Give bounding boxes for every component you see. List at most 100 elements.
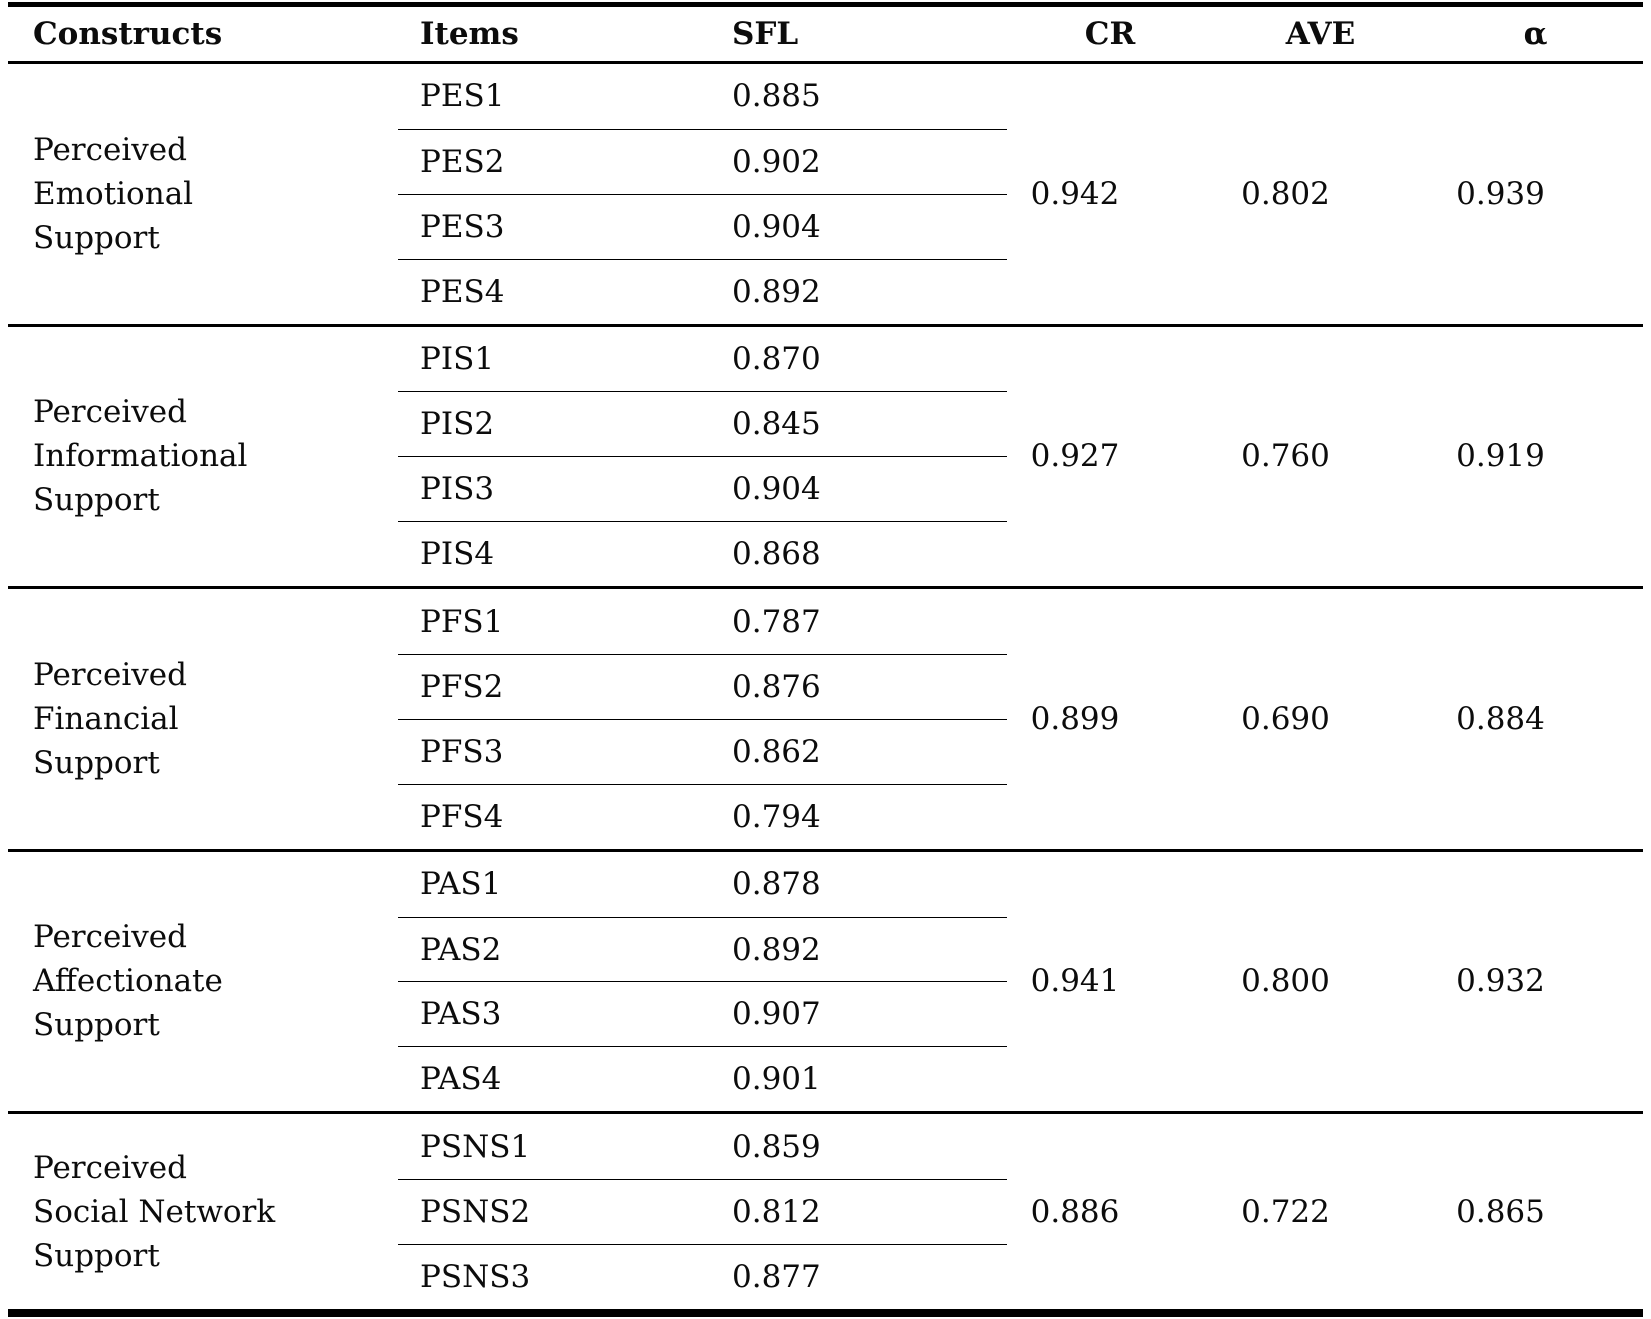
item-sfl-cell: 0.794 <box>732 798 821 835</box>
construct-line: Perceived <box>33 131 187 168</box>
item-id-cell: PSNS3 <box>420 1258 531 1295</box>
item-id-cell: PIS3 <box>420 471 495 508</box>
construct-line: Emotional <box>33 175 194 212</box>
item-row: PSNS3 0.877 <box>398 1244 1007 1309</box>
item-row: PES4 0.892 <box>398 258 1007 324</box>
section-perceived-affectionate-support: Perceived Affectionate Support PAS1 0.87… <box>8 848 1643 1112</box>
item-id-cell: PAS3 <box>420 996 502 1033</box>
ave-value: 0.802 <box>1241 175 1330 212</box>
item-row: PIS2 0.845 <box>398 391 1007 456</box>
item-sfl-cell: 0.902 <box>732 143 821 180</box>
item-id-cell: PAS4 <box>420 1061 502 1098</box>
item-row: PES1 0.885 <box>398 64 1007 129</box>
section-perceived-social-network-support: Perceived Social Network Support PSNS1 0… <box>8 1111 1643 1309</box>
construct-line: Support <box>33 219 160 256</box>
items-subtable: PSNS1 0.859 PSNS2 0.812 PSNS3 0.877 <box>398 1114 1007 1309</box>
item-id-cell: PES1 <box>420 78 505 115</box>
item-row: PFS2 0.876 <box>398 654 1007 719</box>
item-row: PSNS2 0.812 <box>398 1179 1007 1244</box>
alpha-value: 0.939 <box>1456 175 1545 212</box>
items-subtable: PAS1 0.878 PAS2 0.892 PAS3 0.907 PAS4 0.… <box>398 852 1007 1112</box>
item-id-cell: PIS2 <box>420 406 495 443</box>
header-alpha: α <box>1523 16 1548 52</box>
header-cr: CR <box>1084 16 1136 52</box>
construct-line: Informational <box>33 438 248 475</box>
construct-line: Affectionate <box>33 963 223 1000</box>
header-constructs: Constructs <box>33 16 223 52</box>
header-items: Items <box>420 16 519 52</box>
item-row: PIS1 0.870 <box>398 327 1007 392</box>
item-row: PSNS1 0.859 <box>398 1114 1007 1179</box>
header-ave: AVE <box>1285 16 1356 52</box>
item-sfl-cell: 0.892 <box>732 273 821 310</box>
table-header-row: Constructs Items SFL CR AVE α <box>8 7 1643 64</box>
item-id-cell: PAS1 <box>420 866 502 903</box>
construct-name: Perceived Social Network Support <box>8 1114 398 1309</box>
items-subtable: PFS1 0.787 PFS2 0.876 PFS3 0.862 PFS4 0.… <box>398 589 1007 849</box>
section-perceived-informational-support: Perceived Informational Support PIS1 0.8… <box>8 323 1643 587</box>
item-id-cell: PFS3 <box>420 733 504 770</box>
header-sfl: SFL <box>732 16 799 52</box>
item-sfl-cell: 0.876 <box>732 668 821 705</box>
item-sfl-cell: 0.845 <box>732 406 821 443</box>
construct-line: Support <box>33 482 160 519</box>
construct-line: Perceived <box>33 656 187 693</box>
construct-line: Support <box>33 744 160 781</box>
construct-line: Social Network <box>33 1193 276 1230</box>
item-sfl-cell: 0.787 <box>732 603 821 640</box>
item-row: PFS3 0.862 <box>398 718 1007 784</box>
construct-line: Support <box>33 1007 160 1044</box>
cr-value: 0.899 <box>1030 700 1120 737</box>
cr-value: 0.942 <box>1030 175 1120 212</box>
construct-line: Perceived <box>33 919 187 956</box>
ave-value: 0.690 <box>1241 700 1330 737</box>
item-sfl-cell: 0.885 <box>732 78 821 115</box>
table-top-rule <box>8 2 1643 7</box>
item-row: PFS4 0.794 <box>398 783 1007 849</box>
item-id-cell: PFS4 <box>420 798 504 835</box>
alpha-value: 0.919 <box>1456 438 1545 475</box>
item-row: PES2 0.902 <box>398 128 1007 194</box>
alpha-value: 0.932 <box>1456 963 1545 1000</box>
item-sfl-cell: 0.870 <box>732 341 821 377</box>
item-sfl-cell: 0.862 <box>732 733 821 770</box>
item-row: PAS2 0.892 <box>398 916 1007 982</box>
cr-value: 0.886 <box>1030 1193 1120 1230</box>
item-sfl-cell: 0.904 <box>732 471 821 508</box>
construct-name: Perceived Affectionate Support <box>8 852 398 1112</box>
item-sfl-cell: 0.812 <box>732 1194 821 1231</box>
section-perceived-emotional-support: Perceived Emotional Support PES1 0.885 P… <box>8 64 1643 324</box>
item-id-cell: PES2 <box>420 143 505 180</box>
item-sfl-cell: 0.901 <box>732 1061 821 1098</box>
item-id-cell: PFS2 <box>420 668 504 705</box>
item-sfl-cell: 0.892 <box>732 931 821 968</box>
item-id-cell: PFS1 <box>420 603 504 640</box>
alpha-value: 0.865 <box>1456 1193 1545 1230</box>
alpha-value: 0.884 <box>1456 700 1545 737</box>
ave-value: 0.722 <box>1241 1193 1330 1230</box>
construct-name: Perceived Financial Support <box>8 589 398 849</box>
item-id-cell: PSNS2 <box>420 1194 531 1231</box>
item-sfl-cell: 0.877 <box>732 1258 821 1295</box>
item-row: PIS4 0.868 <box>398 521 1007 586</box>
item-row: PFS1 0.787 <box>398 589 1007 654</box>
cr-value: 0.927 <box>1030 438 1120 475</box>
construct-name: Perceived Informational Support <box>8 327 398 587</box>
construct-line: Financial <box>33 700 179 737</box>
item-row: PES3 0.904 <box>398 193 1007 259</box>
measurement-model-table: Constructs Items SFL CR AVE α Perceived … <box>8 2 1643 1317</box>
item-row: PAS4 0.901 <box>398 1046 1007 1111</box>
item-sfl-cell: 0.907 <box>732 996 821 1033</box>
item-sfl-cell: 0.878 <box>732 866 821 903</box>
items-subtable: PES1 0.885 PES2 0.902 PES3 0.904 PES4 0.… <box>398 64 1007 324</box>
item-id-cell: PES3 <box>420 208 505 245</box>
items-subtable: PIS1 0.870 PIS2 0.845 PIS3 0.904 PIS4 0.… <box>398 327 1007 587</box>
construct-line: Perceived <box>33 394 187 431</box>
construct-line: Perceived <box>33 1149 187 1186</box>
item-sfl-cell: 0.904 <box>732 208 821 245</box>
construct-name: Perceived Emotional Support <box>8 64 398 324</box>
item-sfl-cell: 0.868 <box>732 536 821 573</box>
ave-value: 0.760 <box>1241 438 1330 475</box>
item-row: PAS3 0.907 <box>398 981 1007 1046</box>
